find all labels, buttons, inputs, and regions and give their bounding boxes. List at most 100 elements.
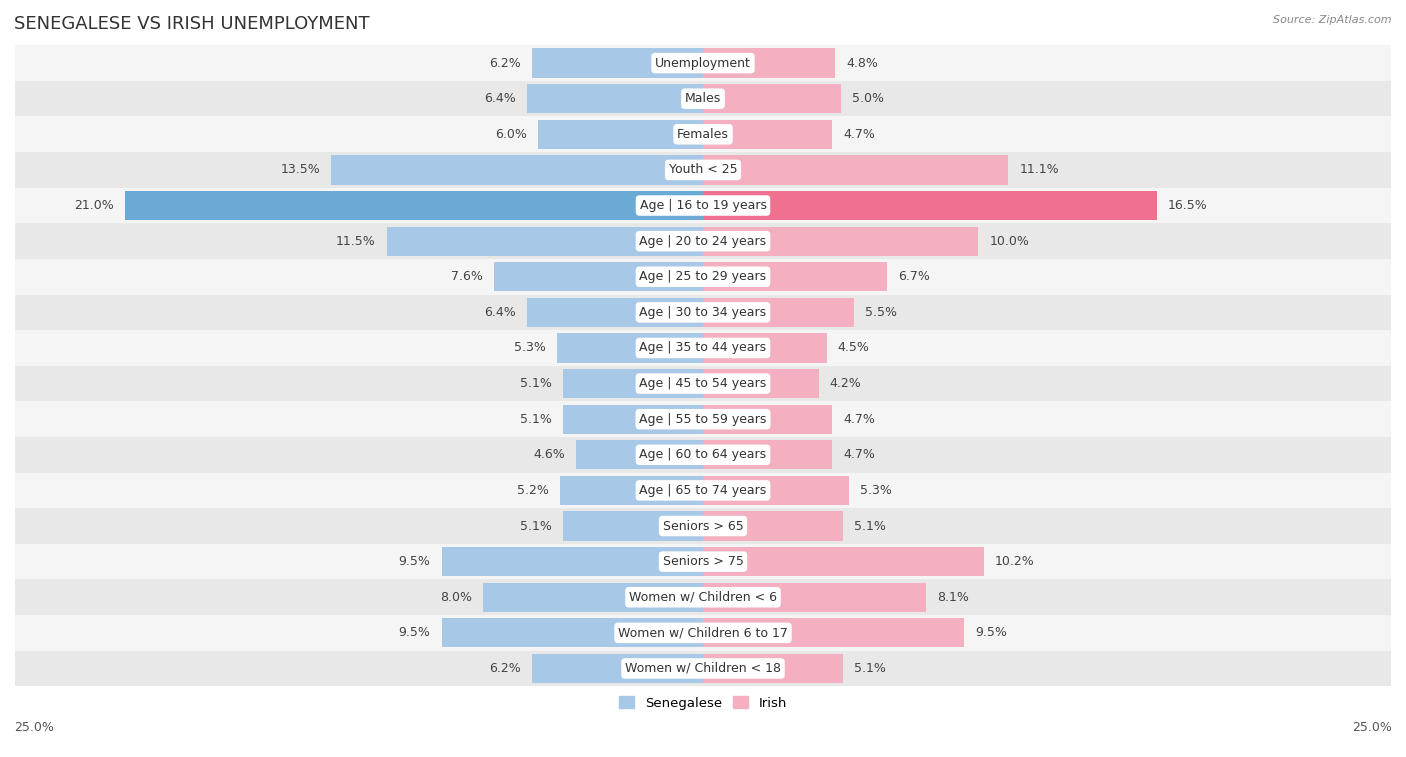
Bar bbox=[15, 508, 1391, 544]
Bar bbox=[703, 547, 984, 576]
Bar bbox=[15, 152, 1391, 188]
Text: Age | 25 to 29 years: Age | 25 to 29 years bbox=[640, 270, 766, 283]
Text: 4.7%: 4.7% bbox=[844, 448, 875, 461]
Bar bbox=[15, 294, 1391, 330]
Text: Source: ZipAtlas.com: Source: ZipAtlas.com bbox=[1274, 15, 1392, 25]
Bar bbox=[332, 155, 703, 185]
Text: 4.7%: 4.7% bbox=[844, 128, 875, 141]
Bar bbox=[387, 226, 703, 256]
Text: 6.0%: 6.0% bbox=[495, 128, 527, 141]
Text: 5.1%: 5.1% bbox=[520, 413, 551, 425]
Text: Age | 16 to 19 years: Age | 16 to 19 years bbox=[640, 199, 766, 212]
Bar bbox=[703, 583, 927, 612]
Bar bbox=[15, 579, 1391, 615]
Bar bbox=[15, 45, 1391, 81]
Bar bbox=[527, 298, 703, 327]
Text: 25.0%: 25.0% bbox=[14, 721, 53, 734]
Text: 6.2%: 6.2% bbox=[489, 662, 522, 675]
Bar bbox=[703, 48, 835, 78]
Bar bbox=[703, 84, 841, 114]
Bar bbox=[703, 476, 849, 505]
Text: Seniors > 75: Seniors > 75 bbox=[662, 555, 744, 568]
Bar bbox=[15, 223, 1391, 259]
Bar bbox=[703, 120, 832, 149]
Text: 4.5%: 4.5% bbox=[838, 341, 870, 354]
Text: 5.1%: 5.1% bbox=[855, 662, 886, 675]
Text: Women w/ Children < 6: Women w/ Children < 6 bbox=[628, 590, 778, 604]
Bar bbox=[15, 472, 1391, 508]
Text: SENEGALESE VS IRISH UNEMPLOYMENT: SENEGALESE VS IRISH UNEMPLOYMENT bbox=[14, 15, 370, 33]
Bar bbox=[703, 440, 832, 469]
Text: Women w/ Children < 18: Women w/ Children < 18 bbox=[626, 662, 780, 675]
Text: 11.1%: 11.1% bbox=[1019, 164, 1059, 176]
Text: Age | 65 to 74 years: Age | 65 to 74 years bbox=[640, 484, 766, 497]
Text: 13.5%: 13.5% bbox=[281, 164, 321, 176]
Bar bbox=[703, 155, 1008, 185]
Text: Age | 35 to 44 years: Age | 35 to 44 years bbox=[640, 341, 766, 354]
Text: 10.0%: 10.0% bbox=[990, 235, 1029, 248]
Bar bbox=[15, 615, 1391, 651]
Text: 16.5%: 16.5% bbox=[1168, 199, 1208, 212]
Bar bbox=[703, 226, 979, 256]
Bar bbox=[560, 476, 703, 505]
Text: 6.2%: 6.2% bbox=[489, 57, 522, 70]
Bar bbox=[15, 544, 1391, 579]
Text: 4.2%: 4.2% bbox=[830, 377, 862, 390]
Text: Seniors > 65: Seniors > 65 bbox=[662, 519, 744, 532]
Bar bbox=[527, 84, 703, 114]
Text: 5.1%: 5.1% bbox=[520, 519, 551, 532]
Bar bbox=[562, 512, 703, 540]
Bar bbox=[494, 262, 703, 291]
Text: Women w/ Children 6 to 17: Women w/ Children 6 to 17 bbox=[619, 626, 787, 640]
Text: 9.5%: 9.5% bbox=[399, 555, 430, 568]
Text: 6.4%: 6.4% bbox=[484, 92, 516, 105]
Text: 9.5%: 9.5% bbox=[976, 626, 1007, 640]
Bar bbox=[482, 583, 703, 612]
Bar bbox=[703, 369, 818, 398]
Text: Age | 20 to 24 years: Age | 20 to 24 years bbox=[640, 235, 766, 248]
Bar bbox=[703, 333, 827, 363]
Bar bbox=[703, 262, 887, 291]
Text: 10.2%: 10.2% bbox=[994, 555, 1035, 568]
Text: 21.0%: 21.0% bbox=[75, 199, 114, 212]
Text: Unemployment: Unemployment bbox=[655, 57, 751, 70]
Bar bbox=[703, 298, 855, 327]
Text: 5.2%: 5.2% bbox=[517, 484, 548, 497]
Bar bbox=[557, 333, 703, 363]
Text: 7.6%: 7.6% bbox=[451, 270, 482, 283]
Text: 4.6%: 4.6% bbox=[534, 448, 565, 461]
Text: 8.0%: 8.0% bbox=[440, 590, 472, 604]
Text: 5.3%: 5.3% bbox=[515, 341, 546, 354]
Bar bbox=[15, 437, 1391, 472]
Legend: Senegalese, Irish: Senegalese, Irish bbox=[613, 691, 793, 715]
Text: Age | 45 to 54 years: Age | 45 to 54 years bbox=[640, 377, 766, 390]
Bar bbox=[15, 366, 1391, 401]
Bar bbox=[576, 440, 703, 469]
Text: Youth < 25: Youth < 25 bbox=[669, 164, 737, 176]
Bar bbox=[703, 654, 844, 683]
Bar bbox=[15, 117, 1391, 152]
Text: Age | 60 to 64 years: Age | 60 to 64 years bbox=[640, 448, 766, 461]
Bar bbox=[703, 618, 965, 647]
Bar bbox=[15, 330, 1391, 366]
Bar bbox=[15, 651, 1391, 687]
Bar bbox=[441, 618, 703, 647]
Bar bbox=[15, 401, 1391, 437]
Text: 25.0%: 25.0% bbox=[1353, 721, 1392, 734]
Bar bbox=[703, 512, 844, 540]
Bar bbox=[15, 81, 1391, 117]
Bar bbox=[15, 259, 1391, 294]
Text: 5.1%: 5.1% bbox=[520, 377, 551, 390]
Text: 6.4%: 6.4% bbox=[484, 306, 516, 319]
Text: 5.0%: 5.0% bbox=[852, 92, 883, 105]
Text: Females: Females bbox=[678, 128, 728, 141]
Bar bbox=[533, 654, 703, 683]
Bar bbox=[15, 188, 1391, 223]
Text: Age | 55 to 59 years: Age | 55 to 59 years bbox=[640, 413, 766, 425]
Text: 11.5%: 11.5% bbox=[336, 235, 375, 248]
Text: 5.5%: 5.5% bbox=[865, 306, 897, 319]
Bar bbox=[441, 547, 703, 576]
Text: 8.1%: 8.1% bbox=[936, 590, 969, 604]
Bar bbox=[562, 369, 703, 398]
Text: 5.3%: 5.3% bbox=[860, 484, 891, 497]
